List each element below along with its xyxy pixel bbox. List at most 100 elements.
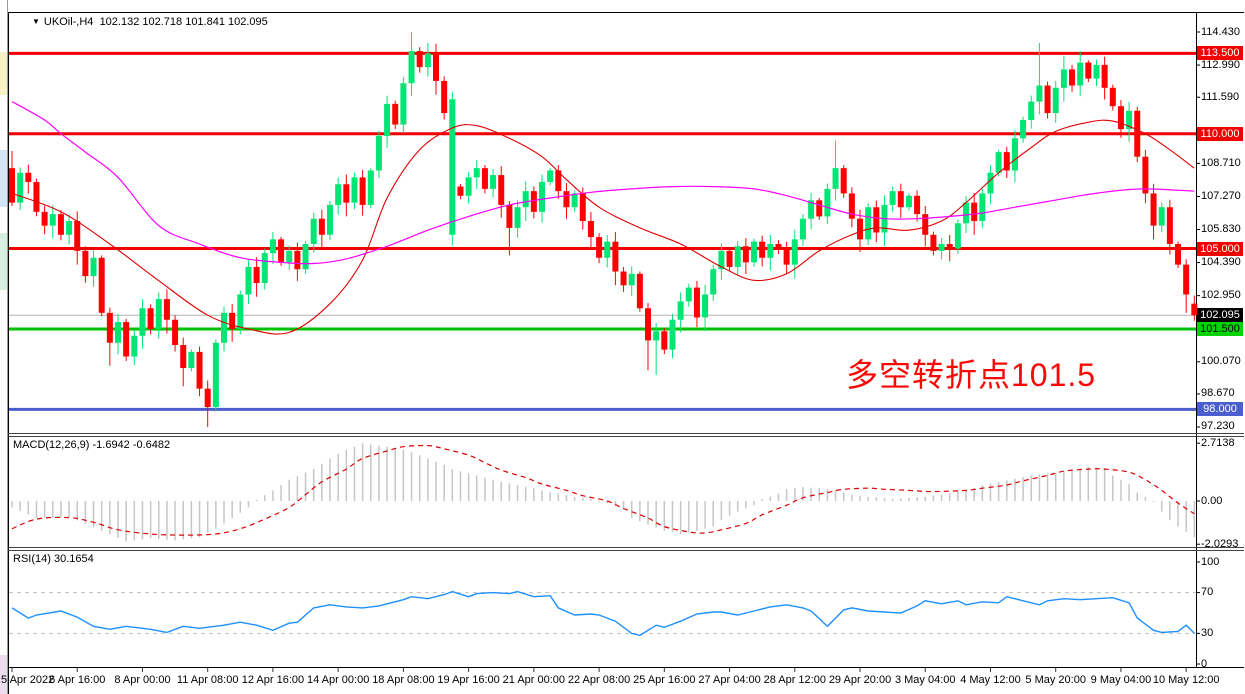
macd-histogram-bar <box>573 496 576 501</box>
date-label: 12 Apr 16:00 <box>241 674 305 686</box>
macd-histogram-bar <box>1120 479 1122 501</box>
macd-histogram-bar <box>851 494 853 501</box>
macd-params: (12,26,9) <box>45 439 90 451</box>
macd-histogram-bar <box>606 501 608 504</box>
candle <box>791 239 798 265</box>
macd-histogram-bar <box>916 497 918 501</box>
candle <box>302 243 309 270</box>
candle <box>636 273 643 309</box>
macd-histogram-bar <box>198 501 201 538</box>
macd-histogram-bar <box>859 495 861 501</box>
macd-histogram-bar <box>280 485 282 501</box>
candle <box>824 188 831 217</box>
candle <box>155 299 162 329</box>
macd-histogram-bar <box>19 501 21 511</box>
macd-histogram-bar <box>753 501 755 506</box>
candle <box>726 250 733 267</box>
date-label: 9 May 04:00 <box>1090 674 1152 686</box>
candle <box>327 204 334 235</box>
candle <box>57 214 64 235</box>
candle <box>914 195 921 215</box>
candle <box>857 218 864 240</box>
candle <box>74 221 81 251</box>
window-edge-segment <box>0 150 7 207</box>
candle <box>212 342 219 408</box>
macd-histogram-bar <box>867 496 869 501</box>
candle <box>139 308 146 336</box>
date-label: 19 Apr 16:00 <box>437 674 500 686</box>
candle <box>1134 110 1141 157</box>
macd-histogram-bar <box>908 497 910 501</box>
macd-histogram-bar <box>549 491 551 501</box>
macd-histogram-bar <box>891 498 894 501</box>
macd-histogram-bar <box>467 473 470 501</box>
date-label: 28 Apr 12:00 <box>763 674 826 686</box>
macd-histogram-bar <box>557 493 560 501</box>
macd-histogram-bar <box>141 501 144 540</box>
macd-histogram-bar <box>435 461 437 501</box>
date-label: 3 May 04:00 <box>894 674 956 686</box>
candle <box>1191 303 1198 316</box>
candle <box>677 301 684 320</box>
candle <box>204 388 211 408</box>
symbol-dropdown-icon[interactable]: ▼ <box>32 17 40 26</box>
macd-histogram-bar <box>215 501 217 529</box>
candle <box>1028 101 1035 120</box>
price-tick-label: 100.070 <box>1201 355 1241 368</box>
macd-histogram-bar <box>125 501 127 542</box>
candle <box>367 170 374 205</box>
macd-histogram-bar <box>149 501 152 539</box>
candle <box>1101 64 1108 88</box>
ma-fast-line <box>11 119 1195 335</box>
macd-histogram-bar <box>1160 501 1163 512</box>
macd-histogram-bar <box>166 501 168 540</box>
macd-histogram-bar <box>671 501 674 533</box>
macd-histogram-bar <box>598 501 600 502</box>
macd-histogram-bar <box>1046 473 1049 501</box>
price-level-badge: 101.500 <box>1197 321 1243 336</box>
candle <box>873 207 880 233</box>
price-tick-label: 102.950 <box>1201 289 1241 302</box>
rsi-tick-label: 30 <box>1201 626 1214 639</box>
date-label: 27 Apr 04:00 <box>698 674 761 686</box>
window-edge-segment <box>0 207 7 233</box>
macd-histogram-bar <box>52 501 54 518</box>
candle <box>604 241 611 258</box>
candle <box>106 312 113 343</box>
rsi-tick-label: 100 <box>1201 555 1220 568</box>
price-level-badge: 102.095 <box>1197 308 1243 323</box>
macd-histogram-bar <box>541 490 543 501</box>
chart-title: ▼ UKOil-,H4 102.132 102.718 101.841 102.0… <box>32 15 268 29</box>
candle <box>922 214 929 235</box>
macd-histogram-bar <box>337 454 339 501</box>
candle <box>995 152 1002 173</box>
macd-histogram-bar <box>190 501 193 539</box>
candle <box>473 168 480 178</box>
macd-histogram-bar <box>728 501 731 516</box>
macd-histogram-bar <box>981 485 984 501</box>
macd-histogram-bar <box>418 455 421 501</box>
candle <box>400 83 407 125</box>
rsi-value: 30.1654 <box>53 553 94 565</box>
candle <box>416 51 423 68</box>
candle <box>946 243 953 249</box>
macd-histogram-bar <box>410 452 413 501</box>
candle <box>1044 85 1051 114</box>
macd-histogram-bar <box>924 496 926 501</box>
macd-histogram-bar <box>883 497 886 501</box>
macd-histogram-bar <box>1071 470 1073 501</box>
candle <box>269 239 276 254</box>
candle <box>188 351 195 368</box>
candle <box>832 168 839 189</box>
macd-histogram-bar <box>736 501 739 512</box>
candle <box>180 345 187 368</box>
macd-histogram-bar <box>484 477 486 501</box>
candle <box>66 221 73 235</box>
candle <box>221 312 228 343</box>
macd-histogram-bar <box>533 488 535 501</box>
macd-histogram-bar <box>443 464 445 501</box>
macd-histogram-bar <box>696 501 698 531</box>
macd-histogram-bar <box>647 501 649 525</box>
macd-histogram-bar <box>312 469 315 501</box>
